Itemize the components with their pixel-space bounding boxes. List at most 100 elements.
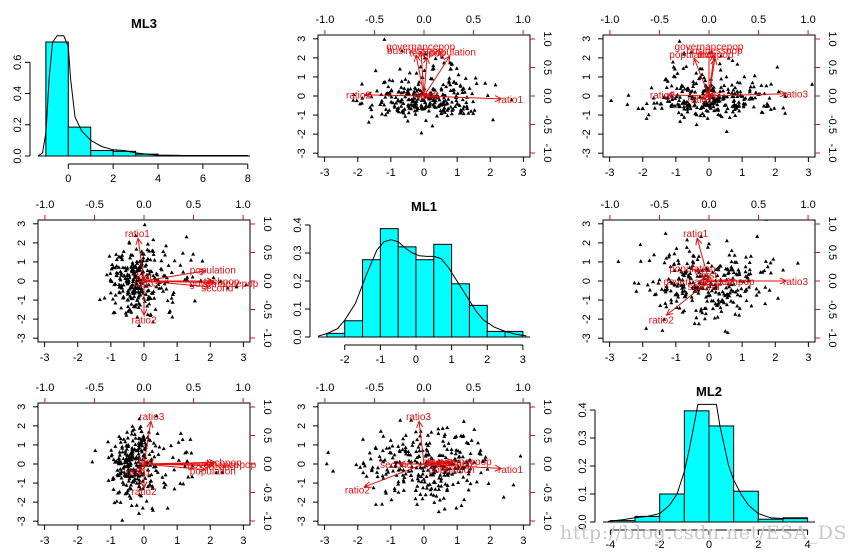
score-point — [440, 55, 445, 59]
score-point — [760, 110, 765, 115]
loading-label: first — [423, 91, 439, 102]
score-point — [734, 103, 739, 107]
score-point — [132, 478, 137, 483]
score-point — [738, 293, 743, 298]
score-point — [719, 85, 724, 89]
score-point — [151, 441, 156, 445]
score-point — [709, 288, 714, 293]
score-point — [441, 99, 446, 104]
score-point — [108, 290, 113, 295]
histogram-bar — [451, 283, 470, 338]
score-point — [685, 261, 690, 266]
score-point — [126, 304, 131, 309]
loading-label: techpop — [437, 459, 473, 470]
score-point — [129, 431, 134, 436]
score-point — [672, 66, 677, 71]
score-point — [432, 100, 437, 105]
loading-arrow — [138, 463, 145, 472]
score-point — [128, 463, 133, 468]
y-tick-label: 0.1 — [292, 301, 304, 316]
top-tick-label: 1.0 — [800, 199, 815, 211]
score-point — [131, 264, 136, 269]
score-point — [676, 281, 681, 286]
score-point — [647, 258, 652, 262]
score-point — [747, 260, 752, 265]
score-point — [163, 482, 168, 487]
score-point — [150, 484, 155, 488]
y-tick-label: 3 — [296, 404, 308, 410]
score-point — [460, 97, 465, 102]
score-point — [455, 91, 460, 95]
score-point — [133, 436, 138, 440]
score-point — [185, 275, 190, 279]
score-point — [450, 461, 455, 466]
score-point — [652, 105, 657, 110]
score-point — [463, 460, 468, 465]
top-tick-label: 1.0 — [235, 199, 250, 211]
right-tick-label: -0.5 — [826, 115, 838, 134]
score-point — [144, 292, 149, 296]
score-point — [136, 511, 141, 515]
loading-arrow — [415, 54, 425, 97]
score-point — [432, 103, 437, 108]
score-point — [725, 330, 730, 335]
score-point — [464, 100, 469, 104]
right-tick-label: 0.0 — [826, 273, 838, 288]
right-tick-label: 0.5 — [261, 428, 273, 443]
score-point — [656, 280, 661, 285]
x-tick-label: 3 — [520, 354, 526, 366]
score-point — [424, 441, 429, 446]
score-point — [454, 98, 459, 102]
score-point — [748, 95, 753, 100]
score-point — [147, 452, 152, 456]
y-tick-label: 0.4 — [292, 217, 304, 232]
score-point — [414, 449, 419, 454]
score-point — [746, 285, 751, 289]
score-point — [369, 107, 374, 112]
score-point — [676, 294, 681, 299]
score-point — [436, 431, 441, 435]
score-point — [419, 474, 424, 479]
arrow-head — [665, 308, 674, 316]
score-point — [402, 89, 407, 94]
score-point — [670, 59, 675, 64]
y-tick-label: 0.4 — [577, 402, 589, 417]
score-point — [164, 243, 169, 248]
top-tick-label: 0.0 — [416, 14, 431, 26]
score-point — [121, 456, 126, 461]
x-tick-label: 0 — [65, 173, 71, 185]
score-point — [152, 258, 157, 262]
score-point — [471, 99, 476, 104]
top-tick-label: -0.5 — [650, 14, 669, 26]
score-point — [686, 102, 691, 107]
y-tick-label: 0 — [16, 461, 28, 467]
score-point — [119, 469, 124, 473]
loading-label: techpop — [410, 49, 446, 60]
score-point — [716, 106, 721, 111]
y-tick-label: 0 — [296, 461, 308, 467]
arrow-head — [779, 90, 788, 98]
loading-label: governancepop — [675, 42, 744, 53]
score-point — [118, 440, 123, 444]
chart-title: ML3 — [131, 16, 157, 31]
score-point — [702, 102, 707, 107]
score-point — [142, 299, 147, 303]
top-tick-label: 0.0 — [701, 14, 716, 26]
score-point — [172, 467, 177, 472]
score-point — [684, 64, 689, 68]
score-point — [114, 257, 119, 262]
score-point — [665, 99, 670, 103]
score-point — [392, 452, 397, 457]
score-point — [375, 470, 380, 474]
score-point — [819, 266, 823, 270]
score-point — [727, 293, 732, 298]
score-point — [383, 489, 388, 493]
score-point — [133, 286, 138, 290]
score-point — [117, 458, 122, 463]
score-point — [396, 468, 401, 472]
score-point — [422, 464, 427, 469]
score-point — [137, 426, 142, 430]
score-point — [783, 94, 788, 98]
arrow-head — [710, 57, 718, 66]
score-point — [728, 290, 733, 295]
